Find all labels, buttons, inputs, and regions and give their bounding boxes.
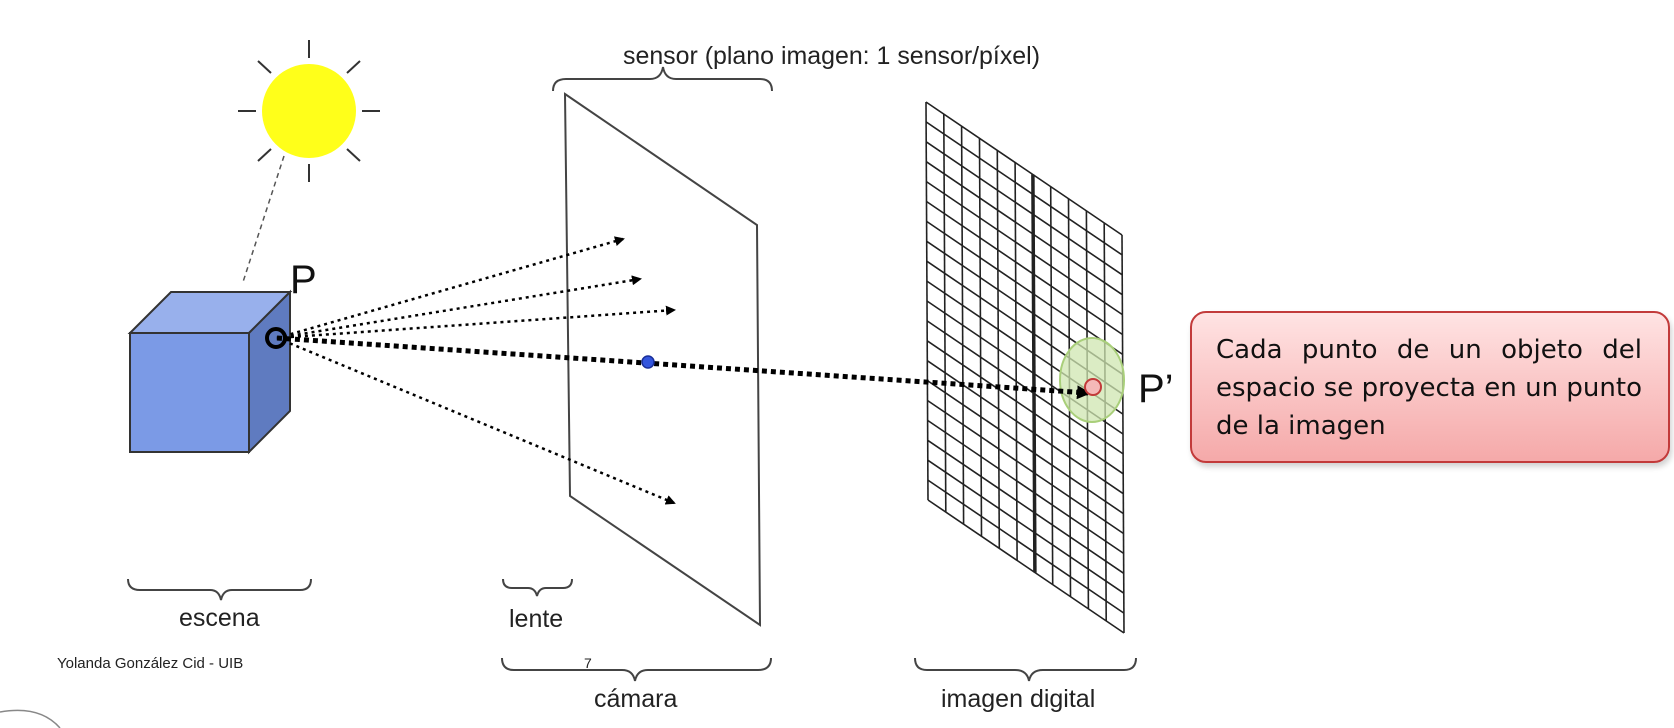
- grid-row-line: [926, 340, 1124, 475]
- escena-brace: [127, 578, 312, 601]
- ray-1: [276, 236, 625, 340]
- escena-label: escena: [179, 604, 260, 632]
- grid-row-line: [926, 379, 1124, 515]
- lente-brace: [502, 578, 573, 597]
- sun-light-ray: [242, 155, 285, 283]
- point-p-marker: [265, 327, 287, 349]
- grid-row-line: [925, 180, 1123, 316]
- light-rays: [276, 236, 676, 505]
- grid-row-line: [925, 101, 1123, 236]
- imagen-digital-label: imagen digital: [941, 685, 1095, 713]
- grid-row-line: [925, 121, 1123, 256]
- sun-disc: [262, 64, 356, 158]
- sun-icon: [238, 40, 380, 182]
- scene-cube: [127, 289, 293, 455]
- author-credit: Yolanda González Cid - UIB: [57, 655, 243, 672]
- lens-center-point: [641, 355, 655, 369]
- grid-row-line: [927, 399, 1124, 535]
- grid-row-line: [927, 459, 1125, 594]
- grid-row-line: [927, 439, 1125, 574]
- ray-2: [276, 275, 642, 340]
- explanation-callout: Cada punto de un objeto del espacio se p…: [1190, 311, 1670, 463]
- lente-label: lente: [509, 605, 563, 633]
- grid-row-line: [927, 419, 1125, 555]
- corner-decoration: [0, 709, 61, 728]
- point-p-prime-label: P’: [1138, 367, 1174, 411]
- grid-row-line: [927, 499, 1125, 634]
- ray-3: [276, 305, 676, 340]
- camara-label: cámara: [594, 685, 677, 713]
- camara-brace: [501, 657, 772, 682]
- sensor-plane: [563, 92, 762, 627]
- point-p-label: P: [290, 258, 317, 302]
- grid-row-line: [925, 161, 1123, 296]
- callout-text: Cada punto de un objeto del espacio se p…: [1216, 335, 1642, 441]
- projected-point-marker: [1084, 378, 1102, 396]
- grid-row-line: [925, 141, 1123, 276]
- imagen-brace: [914, 657, 1137, 682]
- ray-4: [276, 336, 676, 505]
- grid-row-line: [926, 220, 1124, 356]
- cube-front-face: [129, 332, 250, 453]
- sensor-brace: [552, 66, 773, 92]
- page-number: 7: [584, 655, 592, 671]
- grid-row-line: [927, 479, 1125, 614]
- sensor-label: sensor (plano imagen: 1 sensor/píxel): [623, 42, 1040, 70]
- grid-row-line: [926, 200, 1123, 336]
- main-projection-ray: [276, 335, 1091, 400]
